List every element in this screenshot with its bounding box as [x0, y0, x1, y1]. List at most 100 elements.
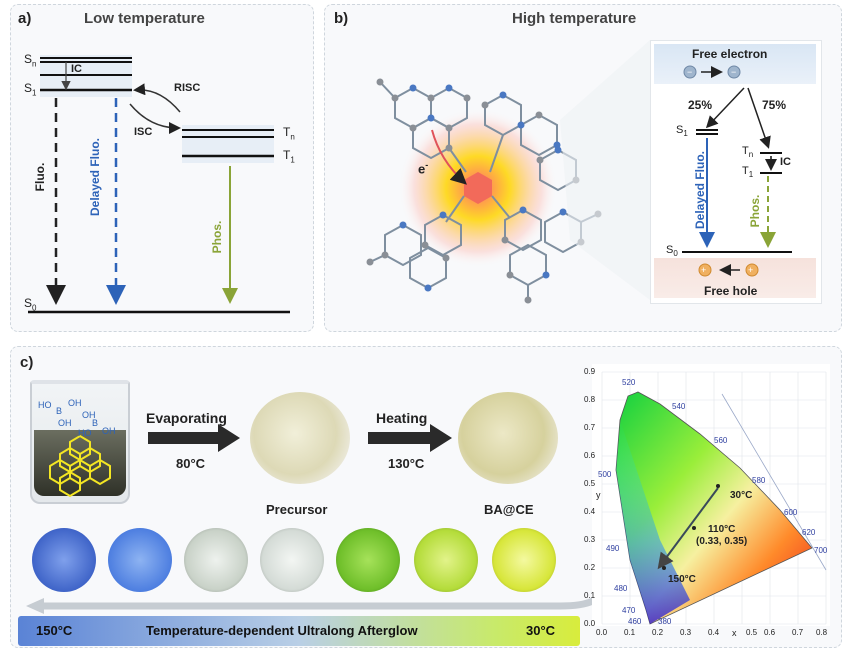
- cie-xtick-7: 0.7: [792, 628, 804, 637]
- hole-sphere-2: [745, 263, 759, 277]
- cie-ytick-0: 0.0: [584, 619, 596, 628]
- cie-wl-490: 490: [606, 544, 620, 553]
- cie-spectral-line: [721, 393, 827, 571]
- cie-wl-520: 520: [622, 378, 636, 387]
- cie-ytick-1: 0.1: [584, 591, 596, 600]
- svg-text:−: −: [731, 67, 736, 77]
- s1-label-b: S1: [676, 124, 688, 139]
- core-hexagon: [464, 172, 492, 204]
- cie-point-30: [716, 484, 720, 488]
- cie-label-150: 150°C: [668, 574, 696, 585]
- beaker-ho-1: HO: [38, 400, 52, 410]
- cie-wl-480: 480: [614, 584, 628, 593]
- panel-a-tag: a): [18, 10, 32, 27]
- free-hole-label: Free hole: [704, 284, 758, 298]
- beaker-oh-1: OH: [68, 398, 82, 408]
- cie-xtick-8: 0.8: [816, 628, 828, 637]
- cie-trajectory-arrow: [657, 487, 719, 570]
- cie-xtick-6: 0.6: [764, 628, 776, 637]
- branch-25-arrow: [705, 87, 745, 129]
- cie-xtick-5: 0.5: [746, 628, 758, 637]
- t1-label-b: T1: [742, 165, 754, 180]
- electron-label: e-: [418, 160, 429, 177]
- cie-wl-560: 560: [714, 436, 728, 445]
- s0-label-b: S0: [666, 244, 678, 259]
- beaker-oh-2: OH: [58, 418, 72, 428]
- cie-xtick-2: 0.2: [652, 628, 664, 637]
- s0-label-a: S0: [24, 296, 37, 313]
- cie-label-30: 30°C: [730, 490, 753, 501]
- risc-arrow: [133, 83, 181, 113]
- beaker-b-1: B: [56, 406, 63, 416]
- cie-ytick-6: 0.6: [584, 451, 596, 460]
- cie-wl-460: 460: [628, 617, 642, 626]
- ic-label-b: IC: [780, 156, 791, 168]
- cie-ytick-9: 0.9: [584, 367, 596, 376]
- electron-sphere-1: [683, 65, 697, 79]
- t1-label: T1: [283, 148, 295, 165]
- precursor-powder: [250, 392, 350, 484]
- panel-b-title: High temperature: [512, 10, 637, 27]
- step1-label: Evaporating: [146, 410, 227, 426]
- cie-wl-540: 540: [672, 402, 686, 411]
- risc-label: RISC: [174, 82, 201, 94]
- step2-label: Heating: [376, 410, 428, 426]
- cie-xtick-3: 0.3: [680, 628, 692, 637]
- isc-label: ISC: [134, 126, 153, 138]
- cie-wl-600: 600: [784, 508, 798, 517]
- cie-label-110-coord: (0.33, 0.35): [696, 536, 748, 547]
- tn-label: Tn: [283, 125, 295, 142]
- precursor-label: Precursor: [266, 502, 328, 517]
- cie-y-axis-label: y: [596, 490, 601, 500]
- cie-wl-580: 580: [752, 476, 766, 485]
- afterglow-flow-head: [26, 598, 44, 614]
- bar-right-label: 30°C: [526, 623, 556, 638]
- nitrogen-atoms: [399, 84, 567, 292]
- afterglow-sample-1: [32, 528, 96, 592]
- heating-arrow: [368, 424, 452, 452]
- temperature-bar: [18, 616, 580, 646]
- ic-label: IC: [71, 63, 82, 75]
- cie-ytick-2: 0.2: [584, 563, 596, 572]
- cie-ytick-5: 0.5: [584, 479, 596, 488]
- free-electron-label: Free electron: [692, 47, 768, 61]
- product-label: BA@CE: [484, 502, 534, 517]
- cie-wl-380: 380: [658, 617, 672, 626]
- isc-arrow: [129, 103, 181, 134]
- panel-a-title: Low temperature: [84, 10, 205, 27]
- free-hole-band: [654, 258, 816, 298]
- cie-ytick-8: 0.8: [584, 395, 596, 404]
- panel-c-tag: c): [20, 354, 34, 371]
- electron-path-arrow: [431, 129, 467, 185]
- afterglow-sample-3: [184, 528, 248, 592]
- hole-sphere-1: [698, 263, 712, 277]
- cie-wl-470: 470: [622, 606, 636, 615]
- tn-label-b: Tn: [742, 145, 754, 160]
- cie-blue-region: [616, 420, 690, 624]
- beaker-ho-2: HO: [78, 428, 92, 438]
- cie-point-150: [662, 566, 666, 570]
- beaker-b-2: B: [92, 418, 99, 428]
- cie-point-110: [692, 526, 696, 530]
- branch-75-arrow: [747, 87, 771, 149]
- bar-center-label: Temperature-dependent Ultralong Afterglo…: [146, 623, 418, 638]
- svg-text:+: +: [748, 265, 753, 275]
- beaker-oh-4: OH: [102, 426, 116, 436]
- cie-xtick-1: 0.1: [624, 628, 636, 637]
- cie-label-110: 110°C: [708, 524, 736, 535]
- svg-text:−: −: [687, 67, 692, 77]
- electron-sphere-2: [727, 65, 741, 79]
- panel-b-tag: b): [334, 10, 349, 27]
- cie-wl-700: 700: [814, 546, 828, 555]
- cie-ytick-3: 0.3: [584, 535, 596, 544]
- afterglow-sample-7: [492, 528, 556, 592]
- cie-xtick-0: 0.0: [596, 628, 608, 637]
- s1-label: S1: [24, 81, 37, 98]
- cie-xtick-4: 0.4: [708, 628, 720, 637]
- product-powder: [458, 392, 558, 484]
